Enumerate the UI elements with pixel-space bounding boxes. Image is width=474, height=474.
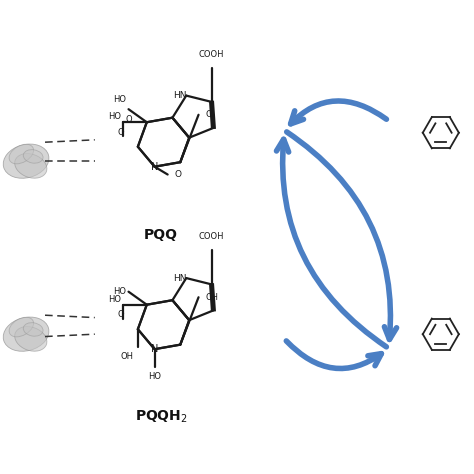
Text: OH: OH [120,352,133,361]
Text: PQQ: PQQ [144,228,178,242]
Ellipse shape [9,144,34,164]
Text: O: O [125,115,132,124]
Text: N: N [151,162,158,172]
Ellipse shape [23,150,43,163]
Text: HO: HO [108,112,121,121]
Text: OH: OH [206,293,219,302]
Text: HN: HN [173,91,186,100]
Ellipse shape [23,323,43,336]
Text: HN: HN [173,273,186,283]
Ellipse shape [3,317,49,351]
Text: PQQH$_2$: PQQH$_2$ [135,409,188,425]
Text: N: N [151,344,158,354]
Text: O: O [175,170,182,179]
Text: COOH: COOH [199,49,224,58]
Ellipse shape [9,317,34,337]
Text: HO: HO [108,294,121,303]
Text: COOH: COOH [199,232,224,241]
Ellipse shape [15,154,47,178]
Text: HO: HO [113,95,126,104]
Ellipse shape [3,144,49,178]
Ellipse shape [15,327,47,351]
Text: HO: HO [148,372,161,381]
Text: O: O [206,110,213,119]
Text: HO: HO [113,287,126,296]
Text: O: O [118,128,124,137]
Text: O: O [118,310,124,319]
